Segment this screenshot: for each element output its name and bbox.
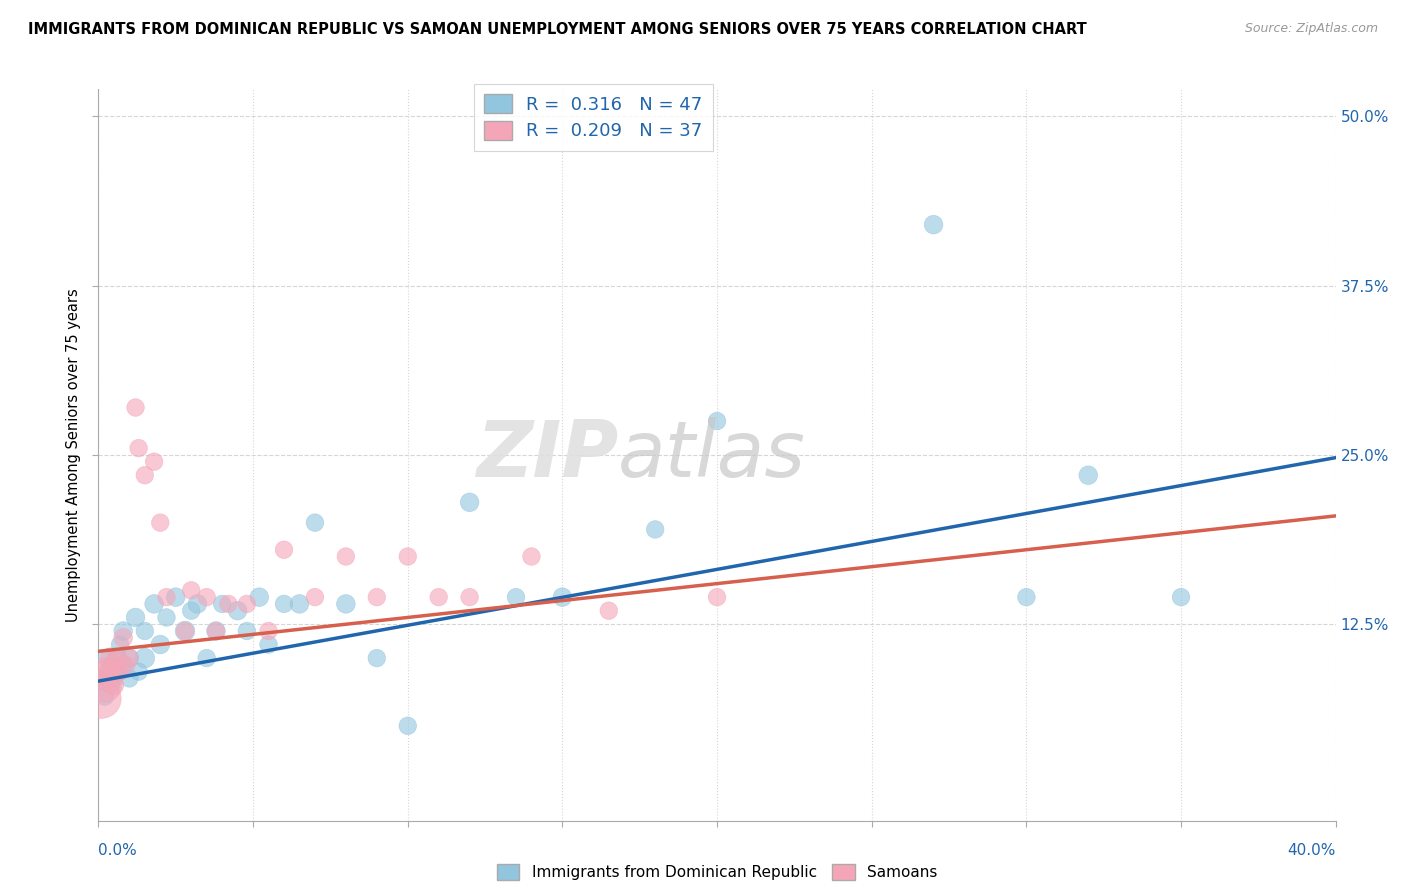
Text: 0.0%: 0.0% — [98, 843, 138, 858]
Text: IMMIGRANTS FROM DOMINICAN REPUBLIC VS SAMOAN UNEMPLOYMENT AMONG SENIORS OVER 75 : IMMIGRANTS FROM DOMINICAN REPUBLIC VS SA… — [28, 22, 1087, 37]
Point — [93, 678, 115, 692]
Point — [396, 719, 419, 733]
Point — [105, 665, 128, 679]
Point — [273, 597, 295, 611]
Point — [205, 624, 228, 638]
Point — [644, 523, 666, 537]
Point — [128, 665, 150, 679]
Point — [93, 665, 115, 679]
Point — [366, 651, 388, 665]
Point — [1170, 590, 1192, 604]
Point — [128, 441, 150, 455]
Point — [97, 665, 120, 679]
Point — [112, 624, 135, 638]
Point — [115, 657, 138, 672]
Point — [520, 549, 543, 564]
Point — [257, 638, 280, 652]
Point — [97, 665, 120, 679]
Text: ZIP: ZIP — [475, 417, 619, 493]
Point — [112, 631, 135, 645]
Point — [118, 651, 141, 665]
Point — [149, 638, 172, 652]
Point — [1015, 590, 1038, 604]
Point — [226, 604, 249, 618]
Point — [143, 455, 166, 469]
Point — [103, 657, 125, 672]
Point — [257, 624, 280, 638]
Point — [105, 665, 128, 679]
Point — [155, 610, 177, 624]
Point — [100, 678, 122, 692]
Point — [195, 590, 218, 604]
Point — [180, 583, 202, 598]
Point — [922, 218, 945, 232]
Point — [93, 689, 115, 703]
Point — [143, 597, 166, 611]
Point — [217, 597, 239, 611]
Point — [366, 590, 388, 604]
Point — [706, 590, 728, 604]
Point — [304, 516, 326, 530]
Point — [174, 624, 197, 638]
Point — [149, 516, 172, 530]
Point — [103, 657, 125, 672]
Point — [458, 495, 481, 509]
Point — [90, 691, 112, 706]
Point — [134, 651, 156, 665]
Point — [505, 590, 527, 604]
Point — [247, 590, 270, 604]
Point — [458, 590, 481, 604]
Point — [236, 624, 259, 638]
Point — [100, 651, 122, 665]
Point — [103, 678, 125, 692]
Point — [108, 665, 131, 679]
Point — [706, 414, 728, 428]
Point — [195, 651, 218, 665]
Point — [1077, 468, 1099, 483]
Point — [174, 624, 197, 638]
Point — [105, 651, 128, 665]
Point — [103, 672, 125, 686]
Point — [134, 624, 156, 638]
Point — [180, 604, 202, 618]
Point — [335, 597, 357, 611]
Point — [186, 597, 208, 611]
Point — [105, 651, 128, 665]
Point — [598, 604, 620, 618]
Point — [124, 401, 146, 415]
Point — [118, 672, 141, 686]
Point — [205, 624, 228, 638]
Y-axis label: Unemployment Among Seniors over 75 years: Unemployment Among Seniors over 75 years — [66, 288, 82, 622]
Point — [155, 590, 177, 604]
Point — [396, 549, 419, 564]
Point — [108, 638, 131, 652]
Point — [118, 651, 141, 665]
Point — [90, 674, 112, 689]
Point — [288, 597, 311, 611]
Point — [273, 542, 295, 557]
Point — [112, 657, 135, 672]
Point — [124, 610, 146, 624]
Point — [335, 549, 357, 564]
Point — [427, 590, 450, 604]
Text: 40.0%: 40.0% — [1288, 843, 1336, 858]
Text: Source: ZipAtlas.com: Source: ZipAtlas.com — [1244, 22, 1378, 36]
Point — [551, 590, 574, 604]
Point — [97, 651, 120, 665]
Point — [304, 590, 326, 604]
Point — [236, 597, 259, 611]
Text: atlas: atlas — [619, 417, 806, 493]
Point — [165, 590, 187, 604]
Point — [97, 672, 120, 686]
Point — [134, 468, 156, 483]
Legend: Immigrants from Dominican Republic, Samoans: Immigrants from Dominican Republic, Samo… — [491, 858, 943, 886]
Point — [211, 597, 233, 611]
